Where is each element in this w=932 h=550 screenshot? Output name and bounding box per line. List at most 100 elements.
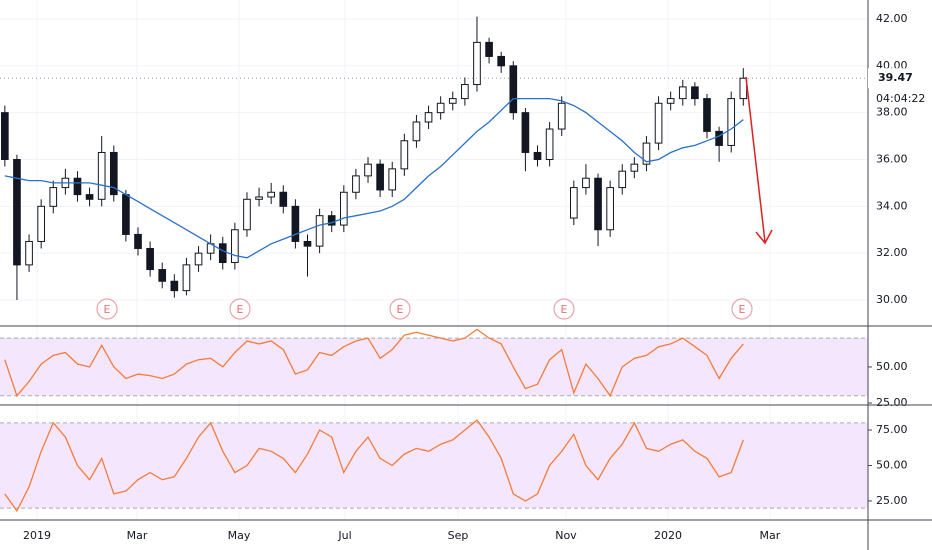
candle-body <box>642 142 651 165</box>
candle-body <box>364 163 372 177</box>
earnings-label: E <box>397 303 404 316</box>
candle-body <box>703 98 711 132</box>
candle-body <box>352 175 360 193</box>
candle-body <box>158 269 167 282</box>
x-tick-label: Sep <box>448 529 469 542</box>
candle-body <box>630 163 639 172</box>
arrow-shaft <box>745 76 766 243</box>
candle-body <box>97 151 106 200</box>
earnings-marker <box>553 298 575 320</box>
candle-body <box>25 240 33 266</box>
y-tick-label: 36.00 <box>876 152 908 165</box>
candle-body <box>388 168 397 191</box>
candle-body <box>461 84 469 100</box>
earnings-marker <box>389 298 411 320</box>
x-tick-label: 2019 <box>23 529 51 542</box>
candle-body <box>618 170 627 189</box>
current-price: 39.47 <box>878 71 913 84</box>
candle-body <box>739 77 748 100</box>
candle-body <box>569 187 578 219</box>
countdown: 04:04:22 <box>876 92 925 105</box>
candle-body <box>315 215 324 247</box>
candle-body <box>109 151 118 196</box>
candle-body <box>255 196 263 200</box>
y-tick-label: 25.00 <box>876 396 908 409</box>
y-tick-label: 50.00 <box>876 458 908 471</box>
earnings-label: E <box>561 303 568 316</box>
earnings-marker <box>229 298 251 320</box>
candle-body <box>13 158 21 266</box>
x-tick-label: Jul <box>337 529 351 542</box>
candle-body <box>412 121 421 142</box>
x-tick-label: May <box>228 529 251 542</box>
earnings-marker <box>96 298 118 320</box>
candle-body <box>521 112 530 153</box>
x-tick-label: Nov <box>555 529 577 542</box>
indicator-line <box>4 328 744 398</box>
x-tick-label: 2020 <box>654 529 682 542</box>
candle-body <box>545 128 554 160</box>
candle-body <box>279 191 288 207</box>
candle-body <box>691 86 699 100</box>
y-tick-label: 75.00 <box>876 423 908 436</box>
candle-body <box>243 198 251 231</box>
candle-body <box>134 233 142 249</box>
candle-body <box>170 280 179 292</box>
candle-body <box>606 187 614 231</box>
y-tick-label: 32.00 <box>876 246 908 259</box>
candle-body <box>122 194 130 235</box>
candle-body <box>424 112 433 123</box>
candle-body <box>678 86 687 100</box>
x-tick-label: Mar <box>760 529 781 542</box>
candle-body <box>1 112 9 160</box>
candle-body <box>654 102 663 144</box>
candle-body <box>485 41 493 57</box>
candle-body <box>594 177 602 231</box>
band <box>0 422 868 509</box>
candle-body <box>497 55 506 67</box>
y-tick-label: 38.00 <box>876 106 908 119</box>
candle-body <box>436 102 445 114</box>
earnings-label: E <box>104 303 111 316</box>
candle-body <box>146 247 154 271</box>
earnings-label: E <box>237 303 244 316</box>
candle-body <box>85 194 94 200</box>
candle-body <box>37 205 45 242</box>
y-tick-label: 42.00 <box>876 12 908 25</box>
candle-body <box>49 187 58 207</box>
candle-body <box>557 102 566 130</box>
y-tick-label: 25.00 <box>876 494 908 507</box>
candle-body <box>327 215 336 226</box>
candle-body <box>231 229 239 264</box>
candle-body <box>339 191 348 226</box>
candle-body <box>533 151 542 160</box>
y-tick-label: 30.00 <box>876 293 908 306</box>
band <box>0 338 868 396</box>
price-tag <box>868 68 932 89</box>
candle-body <box>376 163 384 191</box>
candle-body <box>473 41 481 86</box>
moving-average <box>4 97 744 259</box>
y-tick-label: 34.00 <box>876 199 908 212</box>
candle-body <box>291 205 300 242</box>
candle-body <box>73 177 82 196</box>
candle-body <box>400 140 409 170</box>
candle-body <box>715 130 723 146</box>
candle-body <box>727 98 736 146</box>
arrow-head <box>755 229 773 245</box>
candle-body <box>666 98 675 104</box>
candle-body <box>448 98 457 104</box>
candle-body <box>194 252 203 266</box>
earnings-marker <box>731 298 753 320</box>
candle-body <box>303 240 312 247</box>
y-tick-label: 50.00 <box>876 360 908 373</box>
candle-body <box>218 243 227 264</box>
candle-body <box>509 65 518 114</box>
indicator-line <box>4 419 744 513</box>
x-tick-label: Mar <box>127 529 148 542</box>
candle-body <box>182 264 191 292</box>
earnings-label: E <box>739 303 746 316</box>
candle-body <box>267 191 276 198</box>
candle-body <box>582 177 590 189</box>
